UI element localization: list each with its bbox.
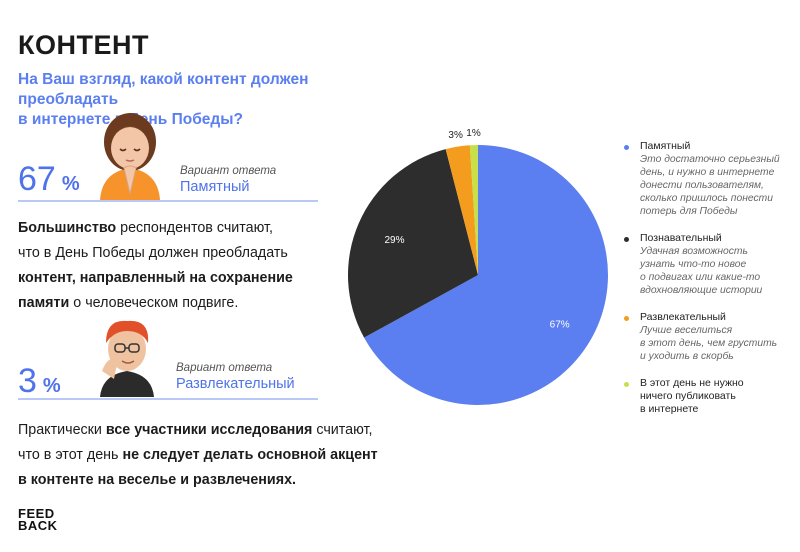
legend-item-3: Развлекательный Лучше веселиться в этот де… — [620, 311, 795, 363]
pie-slice-label-4: 1% — [466, 128, 481, 139]
para1-line-1: Большинство респондентов считают, — [18, 216, 293, 241]
stat-fun-percent: 3% — [18, 362, 61, 401]
paragraph-memorial: Большинство респондентов считают, что в … — [18, 216, 293, 316]
para1-line-3: контент, направленный на сохранение — [18, 266, 293, 291]
legend-item-1: Памятный Это достаточно серьезный день, и … — [620, 140, 795, 218]
legend-description: узнать что-то новое — [640, 259, 747, 270]
stat-memorial-value: 67 — [18, 160, 56, 198]
answer-caption-fun: Вариант ответа — [176, 362, 273, 374]
legend-description: сколько пришлось понести — [640, 193, 773, 204]
para2-line-2: что в этот день не следует делать основн… — [18, 443, 378, 468]
question-line-1: На Ваш взгляд, какой контент должен прео… — [18, 71, 309, 108]
para1-line-4: памяти о человеческом подвиге. — [18, 291, 293, 316]
answer-value-fun: Развлекательный — [176, 376, 295, 392]
survey-question: На Ваш взгляд, какой контент должен прео… — [18, 70, 398, 130]
page-title: КОНТЕНТ — [18, 30, 149, 60]
paragraph-fun: Практически все участники исследования с… — [18, 418, 378, 493]
legend-description: и уходить в скорбь — [640, 351, 734, 362]
pie-slice-label-2: 29% — [384, 235, 404, 246]
legend-name: Памятный — [640, 140, 691, 152]
pie-slice-3 — [445, 145, 478, 275]
legend-description: Удачная возможность — [640, 246, 748, 257]
para2-text-1a: Практически — [18, 422, 106, 438]
legend-item-2: Познавательный Удачная возможность узнать … — [620, 232, 795, 297]
legend-description: Это достаточно серьезный — [640, 154, 780, 165]
para1-bold-4: памяти — [18, 295, 70, 311]
stat-fun-value: 3 — [18, 362, 37, 400]
legend-name: ничего публиковать — [640, 390, 736, 402]
answer-value-memorial: Памятный — [180, 179, 250, 195]
underline-memorial — [18, 200, 318, 202]
brand-logo: FEED BACK — [18, 506, 58, 533]
para2-line-3: в контенте на веселье и развлечениях. — [18, 468, 378, 493]
answer-caption-memorial: Вариант ответа — [180, 165, 277, 177]
para2-text-2a: что в этот день — [18, 447, 123, 463]
legend-dot-icon — [624, 237, 629, 242]
legend-dot-icon — [624, 382, 629, 387]
pie-slice-label-1: 67% — [550, 319, 570, 330]
para2-bold-3: в контенте на веселье и развлечениях. — [18, 472, 296, 488]
stat-memorial-percent: 67% — [18, 160, 80, 199]
stat-memorial-pct: % — [61, 173, 80, 195]
pie-slice-label-3: 3% — [448, 130, 463, 141]
legend-name: В этот день не нужно — [640, 377, 744, 389]
pie-slice-4 — [469, 145, 478, 275]
legend-dot-icon — [624, 316, 629, 321]
legend-description: день, и нужно в интернете — [640, 167, 775, 178]
avatar-praying-woman-icon — [100, 113, 160, 200]
logo-line-1: FEED — [18, 506, 55, 521]
pie-chart: 67% 29% 3% 1% — [348, 128, 608, 405]
legend-description: о подвигах или какие-то — [640, 272, 761, 283]
legend-name: Развлекательный — [640, 311, 726, 323]
para1-text-4: о человеческом подвиге. — [69, 295, 239, 311]
legend-description: вдохновляющие истории — [640, 285, 763, 296]
legend-description: Лучше веселиться — [640, 325, 733, 336]
legend-name: в интернете — [640, 403, 699, 415]
legend-dot-icon — [624, 145, 629, 150]
legend-description: в этот день, чем грустить — [640, 338, 778, 349]
legend-description: донести пользователям, — [640, 180, 764, 191]
stat-fun-pct: % — [42, 375, 61, 397]
para1-line-2: что в День Победы должен преобладать — [18, 245, 288, 261]
para1-bold-1: Большинство — [18, 220, 117, 236]
para2-text-1b: считают, — [312, 422, 373, 438]
legend-name: Познавательный — [640, 232, 722, 244]
para2-bold-1: все участники исследования — [105, 422, 313, 438]
pie-slice-2 — [348, 149, 478, 338]
para2-bold-2: не следует делать основной акцент — [122, 447, 378, 463]
para1-bold-3: контент, направленный на сохранение — [18, 270, 293, 286]
para2-line-1: Практически все участники исследования с… — [18, 418, 378, 443]
underline-fun — [18, 398, 318, 400]
para1-text-1: респондентов считают, — [116, 220, 273, 236]
legend-description: потерь для Победы — [640, 206, 738, 217]
logo-line-2: BACK — [18, 518, 58, 533]
pie-slice-1 — [364, 145, 608, 405]
legend-item-4: В этот день не нужно ничего публиковать в … — [620, 377, 795, 416]
chart-legend: Памятный Это достаточно серьезный день, и … — [620, 140, 795, 430]
avatar-thinking-man-icon — [100, 320, 154, 397]
